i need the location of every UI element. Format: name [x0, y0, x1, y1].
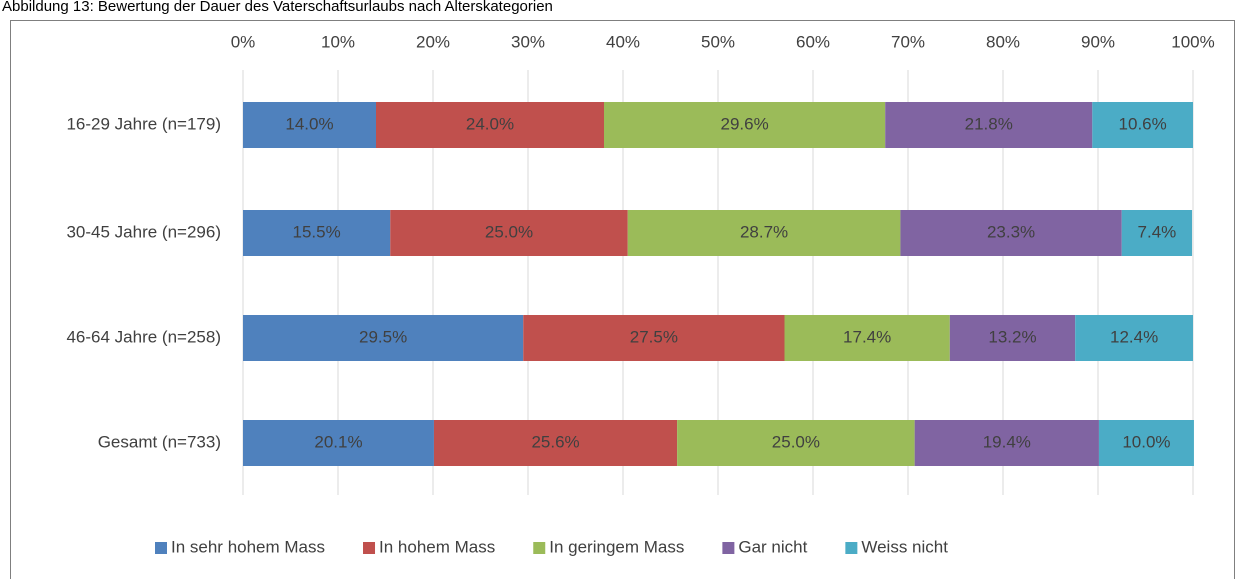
- legend-swatch: [533, 542, 546, 554]
- bar-segment: [1075, 315, 1193, 361]
- data-label: 13.2%: [988, 327, 1036, 346]
- data-label: 25.0%: [772, 432, 820, 451]
- data-label: 14.0%: [285, 114, 333, 133]
- y-tick-label: 16-29 Jahre (n=179): [66, 114, 221, 133]
- legend-label: In hohem Mass: [379, 537, 495, 556]
- data-label: 29.5%: [359, 327, 407, 346]
- data-label: 27.5%: [630, 327, 678, 346]
- data-label: 20.1%: [314, 432, 362, 451]
- data-label: 19.4%: [983, 432, 1031, 451]
- x-tick-label: 30%: [511, 32, 545, 51]
- data-label: 25.6%: [531, 432, 579, 451]
- legend-swatch: [155, 542, 167, 554]
- bar-segment: [604, 102, 886, 148]
- x-tick-label: 100%: [1171, 32, 1214, 51]
- data-label: 10.0%: [1122, 432, 1170, 451]
- bar-segment: [1121, 210, 1193, 256]
- data-label: 17.4%: [843, 327, 891, 346]
- data-label: 15.5%: [293, 222, 341, 241]
- data-label: 12.4%: [1110, 327, 1158, 346]
- legend-label: In sehr hohem Mass: [171, 537, 325, 556]
- bar-segment: [784, 315, 950, 361]
- bar-segment: [243, 210, 391, 256]
- data-label: 25.0%: [485, 222, 533, 241]
- y-tick-label: 46-64 Jahre (n=258): [66, 327, 221, 346]
- data-label: 10.6%: [1119, 114, 1167, 133]
- legend-label: Weiss nicht: [861, 537, 948, 556]
- y-tick-label: 30-45 Jahre (n=296): [66, 222, 221, 241]
- chart-title: Abbildung 13: Bewertung der Dauer des Va…: [2, 0, 553, 15]
- x-tick-label: 20%: [416, 32, 450, 51]
- legend-label: Gar nicht: [738, 537, 807, 556]
- x-tick-label: 40%: [606, 32, 640, 51]
- y-tick-label: Gesamt (n=733): [98, 432, 221, 451]
- data-label: 7.4%: [1138, 222, 1177, 241]
- bar-segment: [390, 210, 628, 256]
- legend-swatch: [722, 542, 735, 554]
- data-label: 28.7%: [740, 222, 788, 241]
- bar-segment: [243, 420, 434, 466]
- bar-segment: [1092, 102, 1193, 148]
- legend-swatch: [845, 542, 858, 554]
- bar-segment: [885, 102, 1093, 148]
- bar-segment: [243, 102, 376, 148]
- data-label: 29.6%: [720, 114, 768, 133]
- x-tick-label: 10%: [321, 32, 355, 51]
- x-tick-label: 0%: [231, 32, 256, 51]
- x-tick-label: 70%: [891, 32, 925, 51]
- bar-segment: [1098, 420, 1194, 466]
- x-tick-label: 50%: [701, 32, 735, 51]
- legend-label: In geringem Mass: [549, 537, 684, 556]
- x-tick-label: 60%: [796, 32, 830, 51]
- bar-segment: [677, 420, 915, 466]
- bar-segment: [376, 102, 604, 148]
- data-label: 23.3%: [987, 222, 1035, 241]
- bar-segment: [627, 210, 901, 256]
- bar-segment: [949, 315, 1076, 361]
- bar-segment: [900, 210, 1122, 256]
- bar-segment: [914, 420, 1099, 466]
- x-tick-label: 90%: [1081, 32, 1115, 51]
- bar-segment: [523, 315, 785, 361]
- data-label: 21.8%: [965, 114, 1013, 133]
- bar-segment: [433, 420, 678, 466]
- data-label: 24.0%: [466, 114, 514, 133]
- x-tick-label: 80%: [986, 32, 1020, 51]
- legend-swatch: [363, 542, 376, 554]
- bar-segment: [243, 315, 524, 361]
